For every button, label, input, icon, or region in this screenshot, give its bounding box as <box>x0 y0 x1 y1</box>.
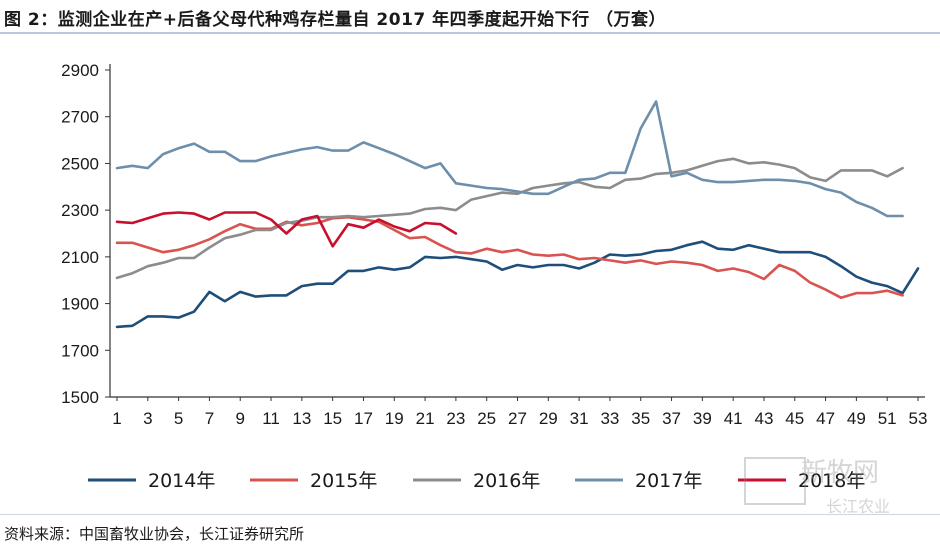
x-tick-label: 35 <box>631 409 650 428</box>
x-tick-label: 49 <box>847 409 866 428</box>
x-tick-label: 5 <box>174 409 183 428</box>
series-line-5 <box>115 211 458 248</box>
x-tick-label: 33 <box>600 409 619 428</box>
x-tick-label: 45 <box>785 409 804 428</box>
y-tick-label: 2500 <box>61 154 99 173</box>
x-tick-label: 21 <box>416 409 435 428</box>
x-tick-label: 31 <box>570 409 589 428</box>
x-tick-label: 23 <box>446 409 465 428</box>
x-tick-label: 9 <box>235 409 244 428</box>
x-tick-label: 43 <box>755 409 774 428</box>
x-tick-label: 47 <box>816 409 835 428</box>
legend-label-5: 2018年 <box>798 470 865 492</box>
source-note: 资料来源：中国畜牧业协会，长江证券研究所 <box>4 525 305 543</box>
legend-label-1: 2014年 <box>148 470 215 492</box>
watermark-account: 长江农业 <box>826 497 890 514</box>
x-tick-label: 25 <box>477 409 496 428</box>
legend-label-4: 2017年 <box>635 470 702 492</box>
x-tick-label: 13 <box>292 409 311 428</box>
x-tick-label: 17 <box>354 409 373 428</box>
legend-label-3: 2016年 <box>473 470 540 492</box>
y-tick-label: 1700 <box>61 341 99 360</box>
x-tick-label: 29 <box>539 409 558 428</box>
y-tick-label: 2700 <box>61 108 99 127</box>
title-bar: 图 2：监测企业在产+后备父母代种鸡存栏量自 2017 年四季度起开始下行 （万… <box>0 0 940 34</box>
y-tick-label: 2100 <box>61 248 99 267</box>
y-tick-label: 1900 <box>61 295 99 314</box>
y-tick-label: 2900 <box>61 61 99 80</box>
series-line-1 <box>115 240 920 329</box>
x-tick-label: 19 <box>385 409 404 428</box>
legend-label-2: 2015年 <box>310 470 377 492</box>
chart-legend: 2014年 2015年 2016年 2017年 2018年 <box>88 470 865 492</box>
source-bar: 资料来源：中国畜牧业协会，长江证券研究所 <box>0 514 940 550</box>
x-tick-label: 41 <box>724 409 743 428</box>
x-tick-label: 37 <box>662 409 681 428</box>
y-tick-label: 1500 <box>61 388 99 407</box>
watermark-brand: 新牧网 <box>801 458 879 488</box>
watermark-logo: 新牧网 长江农业 <box>744 457 890 514</box>
y-tick-label: 2300 <box>61 201 99 220</box>
x-tick-label: 15 <box>323 409 342 428</box>
x-tick-label: 39 <box>693 409 712 428</box>
x-tick-label: 53 <box>909 409 928 428</box>
series-line-2 <box>115 215 904 300</box>
series-line-4 <box>115 100 904 218</box>
x-tick-label: 51 <box>878 409 897 428</box>
x-tick-label: 7 <box>205 409 214 428</box>
x-tick-label: 11 <box>262 409 280 428</box>
series-line-3 <box>115 157 904 280</box>
x-tick-label: 27 <box>508 409 527 428</box>
x-tick-label: 1 <box>112 409 121 428</box>
chart-series <box>115 100 920 329</box>
chart-title: 图 2：监测企业在产+后备父母代种鸡存栏量自 2017 年四季度起开始下行 （万… <box>4 10 667 30</box>
x-tick-label: 3 <box>143 409 152 428</box>
